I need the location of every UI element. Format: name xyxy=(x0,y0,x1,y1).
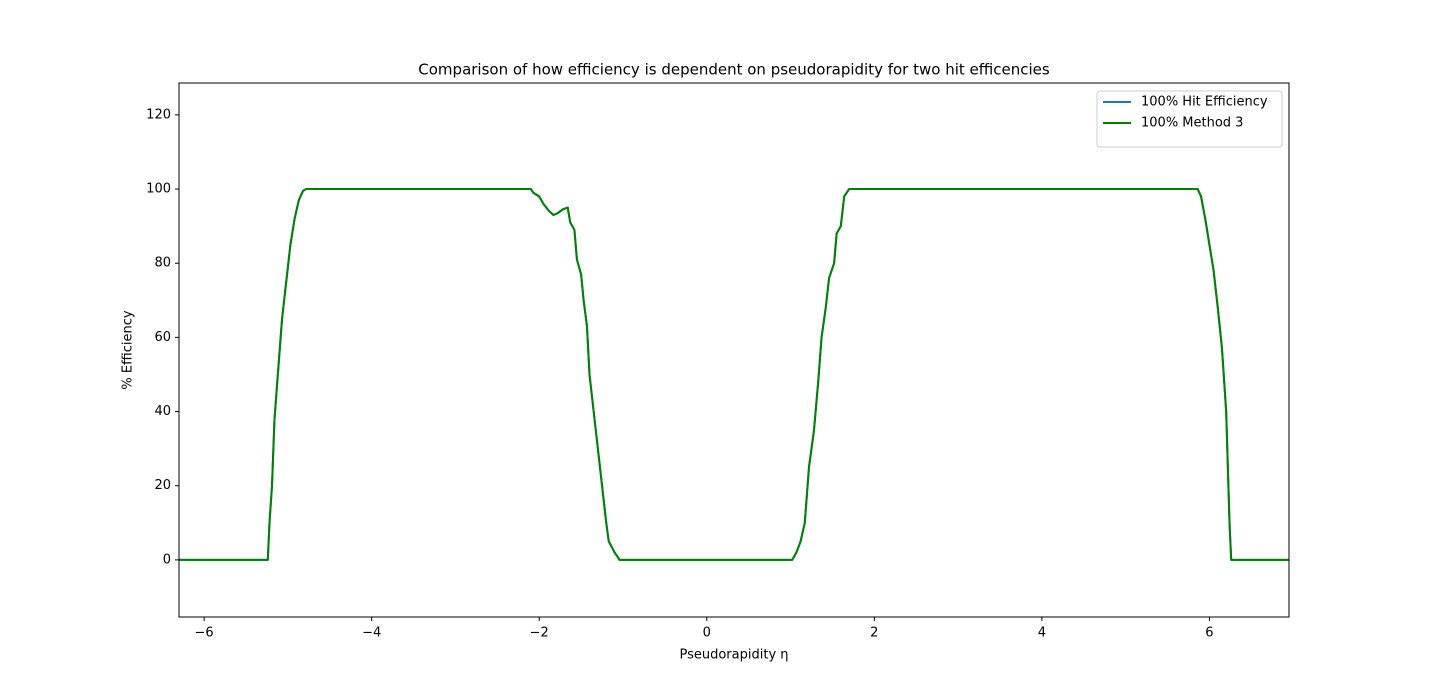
y-tick-label: 120 xyxy=(146,107,171,122)
x-tick-label: 4 xyxy=(1038,626,1046,641)
x-tick-label: −2 xyxy=(530,626,549,641)
x-tick-label: 0 xyxy=(703,626,711,641)
x-tick-label: 2 xyxy=(870,626,878,641)
data-line xyxy=(179,188,1289,561)
y-tick-label: 20 xyxy=(154,478,171,493)
plot-frame xyxy=(178,82,1290,618)
y-axis-label: % Efficiency xyxy=(121,310,136,389)
legend-box xyxy=(1096,90,1283,148)
legend-label: 100% Hit Efficiency xyxy=(1141,95,1268,110)
data-line xyxy=(179,188,1289,561)
y-tick-label: 100 xyxy=(146,182,171,197)
y-tick-label: 80 xyxy=(154,256,171,271)
chart-title: Comparison of how efficiency is dependen… xyxy=(418,61,1050,79)
legend-label: 100% Method 3 xyxy=(1141,116,1243,131)
y-tick-label: 0 xyxy=(163,552,171,567)
y-tick-label: 60 xyxy=(154,330,171,345)
y-tick-label: 40 xyxy=(154,404,171,419)
x-axis-label: Pseudorapidity η xyxy=(679,648,788,663)
x-tick-label: 6 xyxy=(1205,626,1213,641)
x-tick-label: −6 xyxy=(195,626,214,641)
x-tick-label: −4 xyxy=(362,626,381,641)
